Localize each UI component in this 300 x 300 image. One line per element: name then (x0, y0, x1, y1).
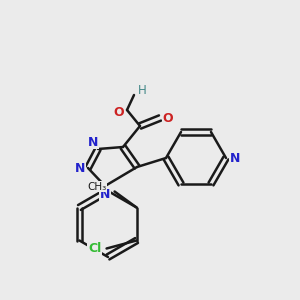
Text: CH₃: CH₃ (87, 182, 106, 191)
Text: N: N (100, 188, 110, 200)
Text: H: H (138, 85, 146, 98)
Text: N: N (88, 136, 98, 148)
Text: O: O (114, 106, 124, 118)
Text: Cl: Cl (88, 242, 101, 255)
Text: N: N (230, 152, 240, 164)
Text: N: N (75, 161, 85, 175)
Text: O: O (163, 112, 173, 124)
